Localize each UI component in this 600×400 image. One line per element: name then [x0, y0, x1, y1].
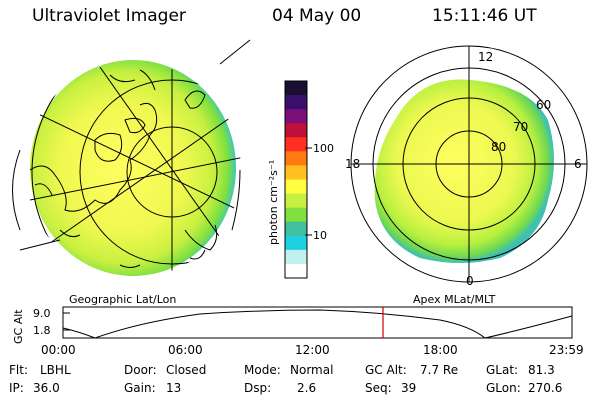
door-value: Closed	[166, 363, 207, 377]
colorbar-band	[285, 95, 307, 110]
flt-label: Flt:	[9, 363, 28, 377]
colorbar-band	[285, 109, 307, 124]
mode-label: Mode:	[244, 363, 281, 377]
flt-value: LBHL	[40, 363, 71, 377]
dsp-value: 2.6	[297, 381, 317, 395]
colorbar-band	[285, 81, 307, 96]
glon-label: GLon:	[486, 381, 521, 395]
colorbar-band	[285, 123, 307, 138]
colorbar-band	[285, 249, 307, 265]
altitude-curve	[62, 309, 573, 339]
altitude-ylabel: GC Alt	[12, 309, 25, 344]
colorbar-band	[285, 165, 307, 181]
glon-value: 270.6	[528, 381, 563, 395]
left-auroral-image	[30, 60, 236, 276]
colorbar-band	[285, 193, 307, 209]
geographic-caption: Geographic Lat/Lon	[69, 293, 176, 306]
colorbar-tick-100: 100	[313, 142, 334, 155]
mlt-label-12: 12	[478, 50, 493, 64]
mlat-label-60: 60	[536, 98, 551, 112]
gain-value: 13	[166, 381, 182, 395]
observation-time: 15:11:46 UT	[432, 6, 537, 26]
colorbar-band	[285, 179, 307, 195]
mlt-label-0: 0	[466, 274, 474, 288]
altitude-xtick-0: 00:00	[41, 343, 76, 357]
gain-label: Gain:	[124, 381, 156, 395]
glat-label: GLat:	[486, 363, 519, 377]
colorbar-scale	[285, 81, 307, 279]
mlat-label-80: 80	[491, 140, 506, 154]
colorbar-band	[285, 221, 307, 237]
gcalt-label: GC Alt:	[365, 363, 407, 377]
colorbar-unit-label: photon cm⁻²s⁻¹	[267, 160, 280, 245]
observation-date: 04 May 00	[272, 6, 362, 26]
colorbar-band	[285, 151, 307, 167]
colorbar-tick-10: 10	[313, 229, 327, 242]
altitude-xtick-2: 12:00	[295, 343, 330, 357]
apex-caption: Apex MLat/MLT	[413, 293, 496, 306]
colorbar-band	[285, 137, 307, 152]
colorbar-band	[285, 235, 307, 251]
door-label: Door:	[124, 363, 157, 377]
dsp-label: Dsp:	[244, 381, 272, 395]
ip-label: IP:	[9, 381, 24, 395]
coastlines	[29, 69, 218, 268]
mlt-label-6: 6	[574, 157, 582, 171]
apex-grid	[350, 45, 588, 283]
colorbar-band	[285, 263, 307, 279]
glat-value: 81.3	[528, 363, 555, 377]
altitude-xtick-3: 18:00	[423, 343, 458, 357]
mlat-label-70: 70	[513, 120, 528, 134]
seq-value: 39	[401, 381, 417, 395]
altitude-xtick-1: 06:00	[168, 343, 203, 357]
instrument-title: Ultraviolet Imager	[32, 6, 186, 26]
altitude-ytick-9: 9.0	[33, 307, 51, 320]
colorbar-band	[285, 207, 307, 223]
altitude-xtick-4: 23:59	[549, 343, 584, 357]
apex-map: 12 18 6 0 60 70 80 Apex MLat/MLT	[345, 45, 588, 306]
colorbar: 100 10 photon cm⁻²s⁻¹	[267, 80, 334, 279]
altitude-ytick-1.8: 1.8	[33, 324, 51, 337]
mlt-label-18: 18	[345, 157, 360, 171]
ip-value: 36.0	[33, 381, 60, 395]
seq-label: Seq:	[365, 381, 392, 395]
altitude-plot: 9.0 1.8 GC Alt 00:00 06:00 12:00 18:00 2…	[12, 306, 584, 357]
right-auroral-image	[374, 79, 554, 263]
gcalt-value: 7.7 Re	[420, 363, 459, 377]
mode-value: Normal	[290, 363, 334, 377]
